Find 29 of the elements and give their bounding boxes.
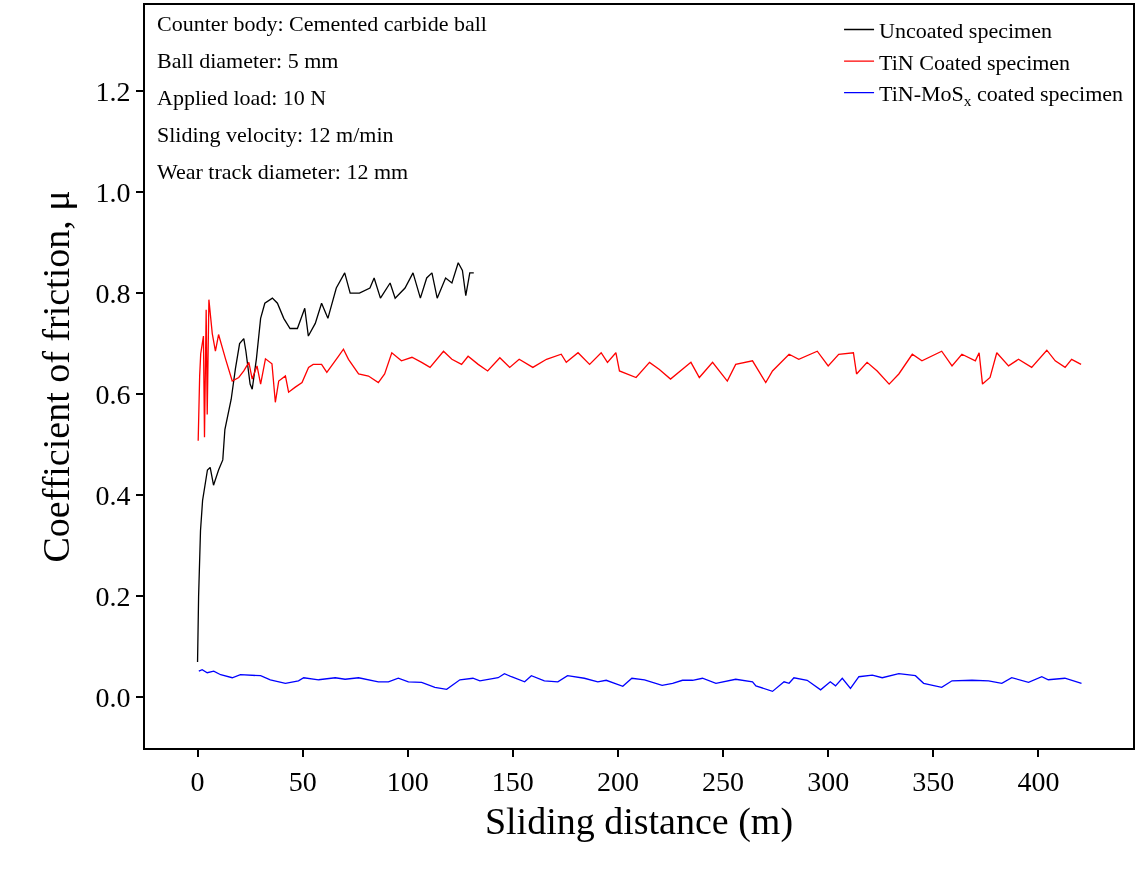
x-tick-label: 200 [596, 765, 639, 797]
x-tick-label: 0 [190, 765, 205, 797]
y-tick-label: 0.6 [95, 378, 131, 410]
x-tick-label: 400 [1017, 765, 1060, 797]
x-axis-title: Sliding distance (m) [484, 800, 794, 844]
y-tick-label: 1.0 [95, 176, 131, 208]
x-tick-label: 300 [807, 765, 850, 797]
legend-label: TiN Coated specimen [879, 49, 1071, 75]
annotation: Sliding velocity: 12 m/min [157, 122, 394, 147]
x-tick-label: 100 [386, 765, 429, 797]
annotation: Applied load: 10 N [157, 85, 327, 110]
y-axis-title: Coefficient of friction, μ [35, 190, 78, 563]
line-series [196, 262, 475, 663]
y-tick-label: 0.2 [95, 581, 131, 613]
y-tick-label: 1.2 [95, 75, 131, 107]
x-tick-label: 50 [288, 765, 317, 797]
x-tick-label: 350 [912, 765, 955, 797]
x-tick-label: 250 [702, 765, 745, 797]
line-series [198, 669, 1083, 693]
annotation: Counter body: Cemented carbide ball [157, 11, 487, 36]
legend-label: TiN-MoS$_{x}$ coated specimen [879, 81, 1124, 109]
annotation: Ball diameter: 5 mm [157, 48, 339, 73]
y-tick-label: 0.4 [95, 480, 131, 512]
y-tick-label: 0.0 [95, 682, 131, 714]
y-tick-label: 0.8 [95, 277, 131, 309]
annotation: Wear track diameter: 12 mm [157, 159, 409, 184]
x-tick-label: 150 [491, 765, 534, 797]
legend-label: Uncoated specimen [879, 18, 1052, 44]
line-series [197, 299, 1082, 442]
